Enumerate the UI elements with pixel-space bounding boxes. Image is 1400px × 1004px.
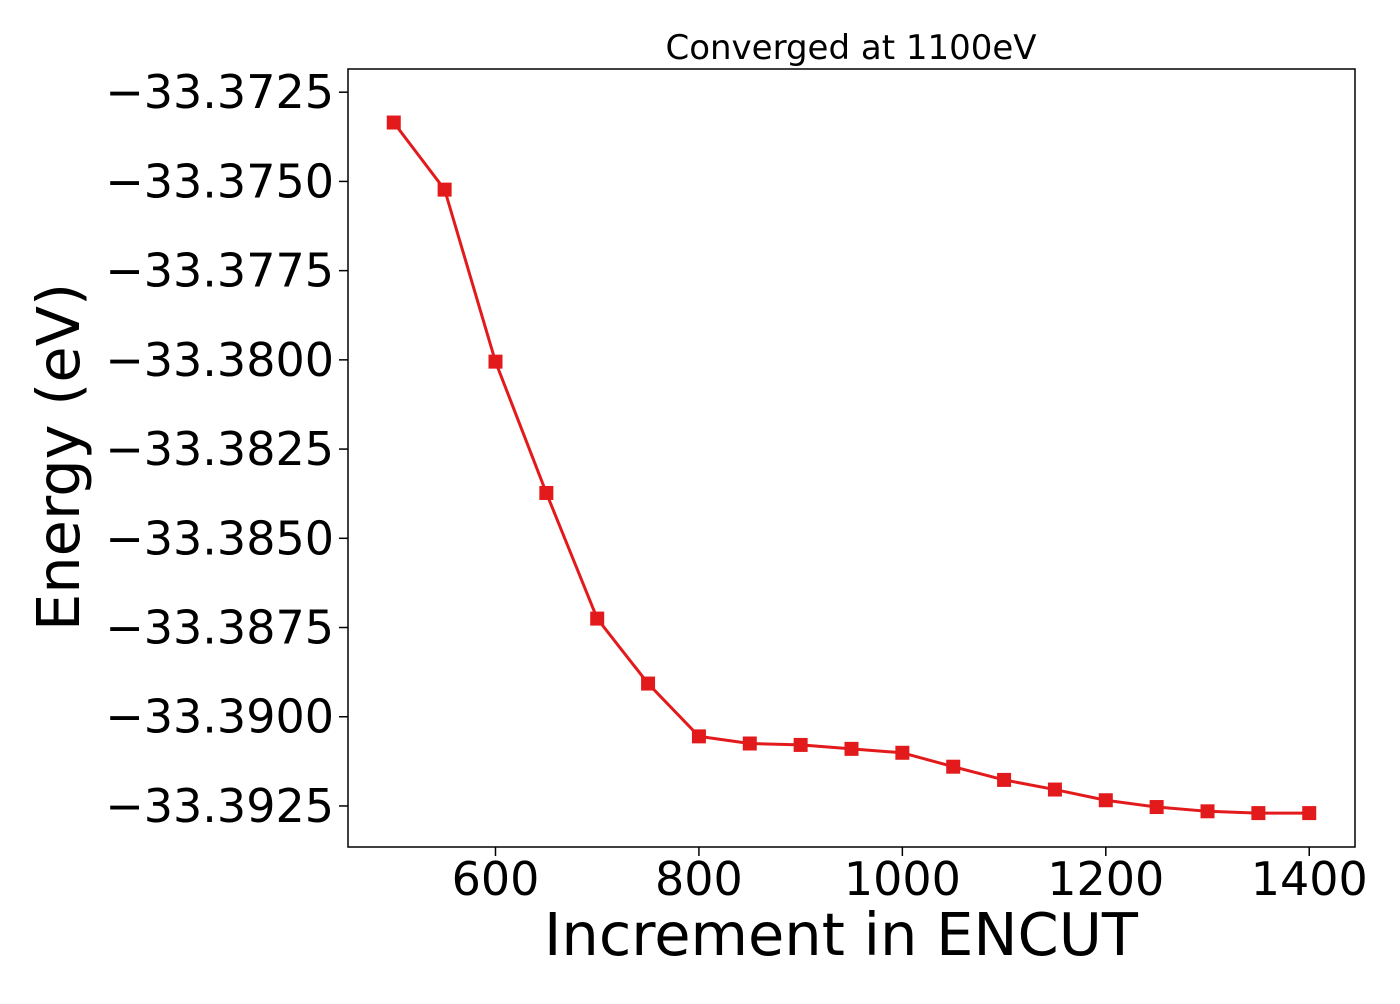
data-point-marker [1302, 806, 1317, 821]
plot-frame [347, 68, 1356, 848]
data-point-marker [691, 729, 706, 744]
data-point-marker [539, 485, 554, 500]
plot-area [386, 115, 1317, 821]
data-point-marker [437, 182, 452, 197]
data-point-marker [488, 354, 503, 369]
data-point-marker [1098, 793, 1113, 808]
data-point-marker [895, 745, 910, 760]
y-tick-label: −33.3825 [105, 422, 334, 476]
y-tick-label: −33.3850 [105, 511, 334, 565]
axes: 600 800 1000 1200 1400 −33.3725 −33.3750 −33.37… [105, 65, 1368, 906]
x-tick-label: 800 [655, 852, 743, 906]
x-tick-label: 1000 [844, 852, 961, 906]
x-tick-label: 600 [452, 852, 540, 906]
y-axis-label: Energy (eV) [24, 283, 93, 631]
data-point-marker [946, 759, 961, 774]
data-point-marker [742, 736, 757, 751]
data-point-marker [1200, 804, 1215, 819]
data-point-marker [1047, 782, 1062, 797]
data-point-marker [641, 676, 656, 691]
y-tick-label: −33.3725 [105, 65, 334, 119]
data-point-marker [793, 737, 808, 752]
y-tick-label: −33.3925 [105, 779, 334, 833]
y-tick-label: −33.3875 [105, 601, 334, 655]
chart-title: Converged at 1100eV [665, 28, 1036, 68]
y-tick-label: −33.3750 [105, 154, 334, 208]
x-tick-label: 1200 [1047, 852, 1164, 906]
y-tick-label: −33.3800 [105, 333, 334, 387]
data-point-marker [1149, 800, 1164, 815]
x-tick-label: 1400 [1251, 852, 1368, 906]
data-point-marker [997, 772, 1012, 787]
data-point-marker [844, 741, 859, 756]
data-point-marker [386, 115, 401, 130]
y-tick-label: −33.3900 [105, 690, 334, 744]
data-point-marker [1251, 806, 1266, 821]
x-axis-label: Increment in ENCUT [544, 900, 1139, 969]
y-tick-label: −33.3775 [105, 244, 334, 298]
data-point-marker [590, 611, 605, 626]
